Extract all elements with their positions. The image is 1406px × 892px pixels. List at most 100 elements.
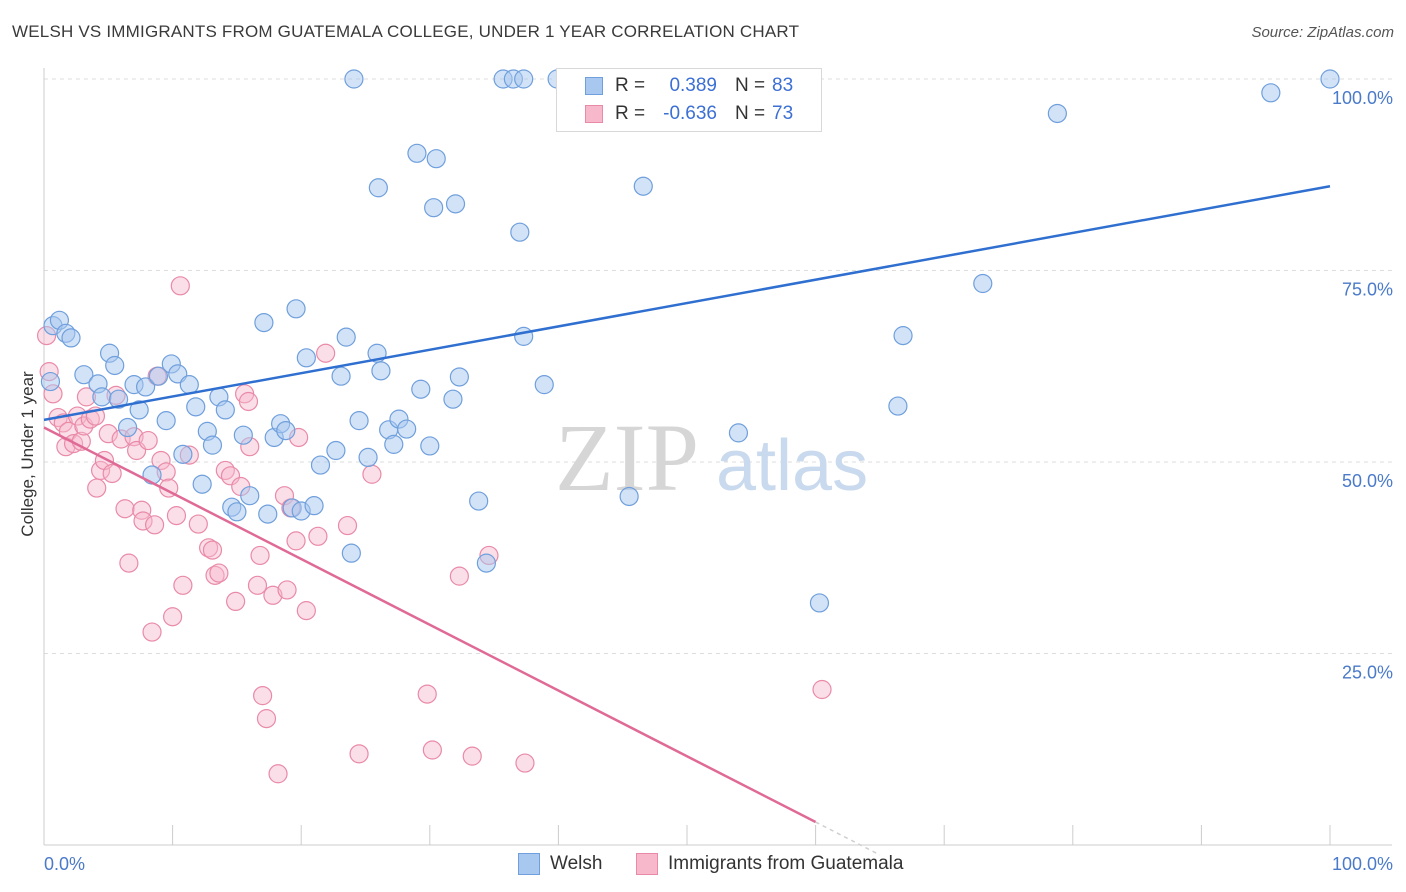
guatemala-point (247, 575, 268, 595)
guatemala-point (263, 585, 283, 605)
x-tick-label: 100.0% (1332, 854, 1393, 874)
welsh-point (276, 420, 296, 441)
welsh-point (510, 222, 530, 242)
welsh-point (61, 328, 81, 348)
guatemala-point (144, 515, 165, 535)
welsh-point (476, 553, 496, 573)
welsh-point (227, 502, 247, 522)
welsh-point (344, 69, 364, 89)
guatemala-point (138, 430, 158, 451)
welsh-point (336, 327, 356, 347)
welsh-point (40, 371, 61, 392)
welsh-point (1047, 103, 1067, 124)
welsh-point (186, 397, 206, 417)
guatemala-point (422, 740, 442, 760)
welsh-point (514, 326, 534, 346)
guatemala-point (87, 478, 107, 498)
guatemala-point (308, 526, 328, 546)
welsh-point (407, 143, 427, 163)
trend-lines (43, 185, 1331, 856)
stats-row-guatemala: R = -0.636 N = 73 (557, 101, 821, 129)
guatemala-swatch (636, 853, 658, 875)
welsh-point (142, 465, 162, 485)
n-value: 83 (772, 75, 794, 96)
welsh-point (117, 417, 138, 438)
welsh-point (888, 396, 908, 416)
guatemala-point (812, 679, 832, 700)
series-legend: Welsh Immigrants from Guatemala (0, 852, 1406, 878)
guatemala-point (119, 553, 139, 573)
grid-lines (44, 78, 1392, 654)
welsh-point (445, 194, 466, 214)
guatemala-point (80, 409, 100, 429)
y-tick-label: 100.0% (1332, 88, 1393, 108)
guatemala-point (250, 545, 270, 566)
welsh-point (148, 366, 169, 386)
welsh-point (129, 400, 149, 420)
guatemala-point (170, 276, 190, 296)
guatemala-trend-line (43, 426, 817, 824)
welsh-point (1261, 83, 1281, 103)
guatemala-point (115, 499, 135, 519)
guatemala-point (349, 744, 369, 764)
welsh-point (358, 447, 378, 468)
guatemala-point (238, 391, 259, 412)
guatemala-swatch (585, 105, 603, 123)
welsh-point (173, 444, 193, 464)
guatemala-point (296, 601, 316, 621)
guatemala-point (133, 511, 153, 531)
axes (43, 68, 1392, 846)
guatemala-point (226, 591, 246, 612)
guatemala-point (253, 686, 273, 706)
legend-label-guatemala: Immigrants from Guatemala (668, 853, 904, 874)
welsh-point (728, 423, 749, 443)
welsh-point (514, 69, 534, 89)
welsh-point (973, 273, 993, 294)
welsh-point (135, 377, 156, 397)
guatemala-point (142, 622, 162, 642)
r-label: R = (615, 103, 646, 124)
y-tick-label: 50.0% (1342, 471, 1393, 491)
guatemala-point (268, 764, 288, 784)
r-value: -0.636 (663, 103, 717, 124)
n-label: N = (735, 75, 766, 96)
welsh-trend-line (43, 185, 1331, 422)
welsh-point (254, 312, 274, 333)
guatemala-point (337, 515, 358, 536)
welsh-point (105, 355, 125, 376)
welsh-point (179, 375, 199, 395)
welsh-point (397, 419, 417, 439)
guatemala-point (188, 514, 208, 534)
guatemala-point (515, 753, 535, 773)
welsh-point (809, 593, 830, 613)
welsh-point (469, 491, 489, 511)
r-label: R = (615, 75, 646, 96)
welsh-point (341, 543, 361, 563)
y-tick-label: 75.0% (1342, 280, 1393, 300)
welsh-point (108, 389, 129, 409)
stats-row-welsh: R = 0.389 N = 83 (557, 73, 821, 101)
guatemala-point (166, 506, 187, 526)
welsh-swatch (518, 853, 540, 875)
guatemala-point (286, 531, 306, 551)
y-tick-label: 25.0% (1342, 663, 1393, 683)
welsh-point (534, 375, 554, 395)
guatemala-point (209, 563, 229, 583)
r-value: 0.389 (669, 75, 717, 96)
series-guatemala (36, 276, 832, 784)
legend-label-welsh: Welsh (550, 853, 603, 874)
welsh-point (202, 435, 223, 455)
welsh-point (192, 474, 212, 494)
welsh-point (384, 434, 404, 454)
tick-labels: 100.0% 75.0% 50.0% 25.0% 0.0% 100.0% (44, 88, 1393, 874)
welsh-point (310, 455, 331, 475)
welsh-point (233, 425, 253, 445)
welsh-point (424, 198, 444, 218)
welsh-point (420, 436, 440, 456)
welsh-point (368, 178, 388, 198)
guatemala-point (417, 684, 437, 704)
guatemala-point (202, 540, 223, 560)
x-tick-label: 0.0% (44, 854, 85, 874)
n-value: 73 (772, 103, 794, 124)
